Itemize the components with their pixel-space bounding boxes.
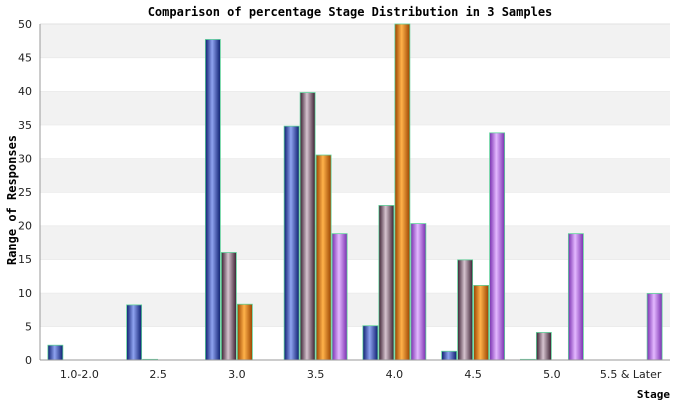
x-tick-label: 3.5 — [307, 368, 325, 381]
bar — [441, 350, 458, 361]
grid-bands — [40, 23, 670, 360]
x-tick-label: 2.5 — [149, 368, 167, 381]
bar — [47, 344, 64, 361]
y-tick-labels: 0 5 10 15 20 25 30 35 40 45 50 — [18, 18, 32, 367]
grid-band — [40, 259, 670, 293]
y-tick-label: 40 — [18, 85, 32, 98]
grid-band — [40, 24, 670, 58]
bar — [473, 285, 490, 361]
grid-band — [40, 292, 670, 327]
x-tick-label: 4.5 — [464, 368, 482, 381]
y-tick-label: 30 — [18, 152, 32, 165]
x-axis-label: Stage — [636, 388, 670, 401]
bar — [489, 132, 506, 361]
bar — [646, 293, 663, 361]
x-tick-label: 3.0 — [228, 368, 246, 381]
y-tick-label: 20 — [18, 220, 32, 233]
bars — [47, 23, 663, 361]
x-tick-label: 1.0-2.0 — [60, 368, 99, 381]
bar — [331, 233, 348, 361]
bar — [362, 325, 379, 361]
x-tick-labels: 1.0-2.0 2.5 3.0 3.5 4.0 4.5 5.0 5.5 & Later — [60, 368, 662, 381]
y-tick-label: 10 — [18, 287, 32, 300]
x-tick-label: 4.0 — [386, 368, 404, 381]
grid-band — [40, 192, 670, 226]
bar — [315, 154, 332, 361]
grid-band — [40, 57, 670, 92]
bar — [394, 23, 411, 361]
bar — [567, 233, 584, 361]
bar — [236, 303, 253, 361]
y-tick-label: 25 — [18, 186, 32, 199]
y-tick-label: 45 — [18, 52, 32, 65]
grid-band — [40, 225, 670, 260]
bar — [283, 125, 300, 361]
y-tick-label: 0 — [25, 354, 32, 367]
grid-band — [40, 326, 670, 360]
y-tick-label: 35 — [18, 119, 32, 132]
x-tick-label: 5.5 & Later — [600, 368, 662, 381]
bar — [299, 92, 316, 361]
bar — [457, 259, 474, 361]
chart-title: Comparison of percentage Stage Distribut… — [147, 5, 553, 19]
x-tick-label: 5.0 — [543, 368, 561, 381]
y-tick-label: 5 — [25, 320, 32, 333]
bar — [410, 223, 427, 361]
bar — [126, 304, 143, 361]
grid-band — [40, 91, 670, 125]
y-tick-label: 15 — [18, 253, 32, 266]
grid-band — [40, 124, 670, 159]
grid-band — [40, 158, 670, 192]
y-tick-label: 50 — [18, 18, 32, 31]
bar — [220, 252, 237, 361]
bar — [378, 205, 395, 361]
bar — [535, 332, 552, 361]
bar — [204, 39, 221, 361]
